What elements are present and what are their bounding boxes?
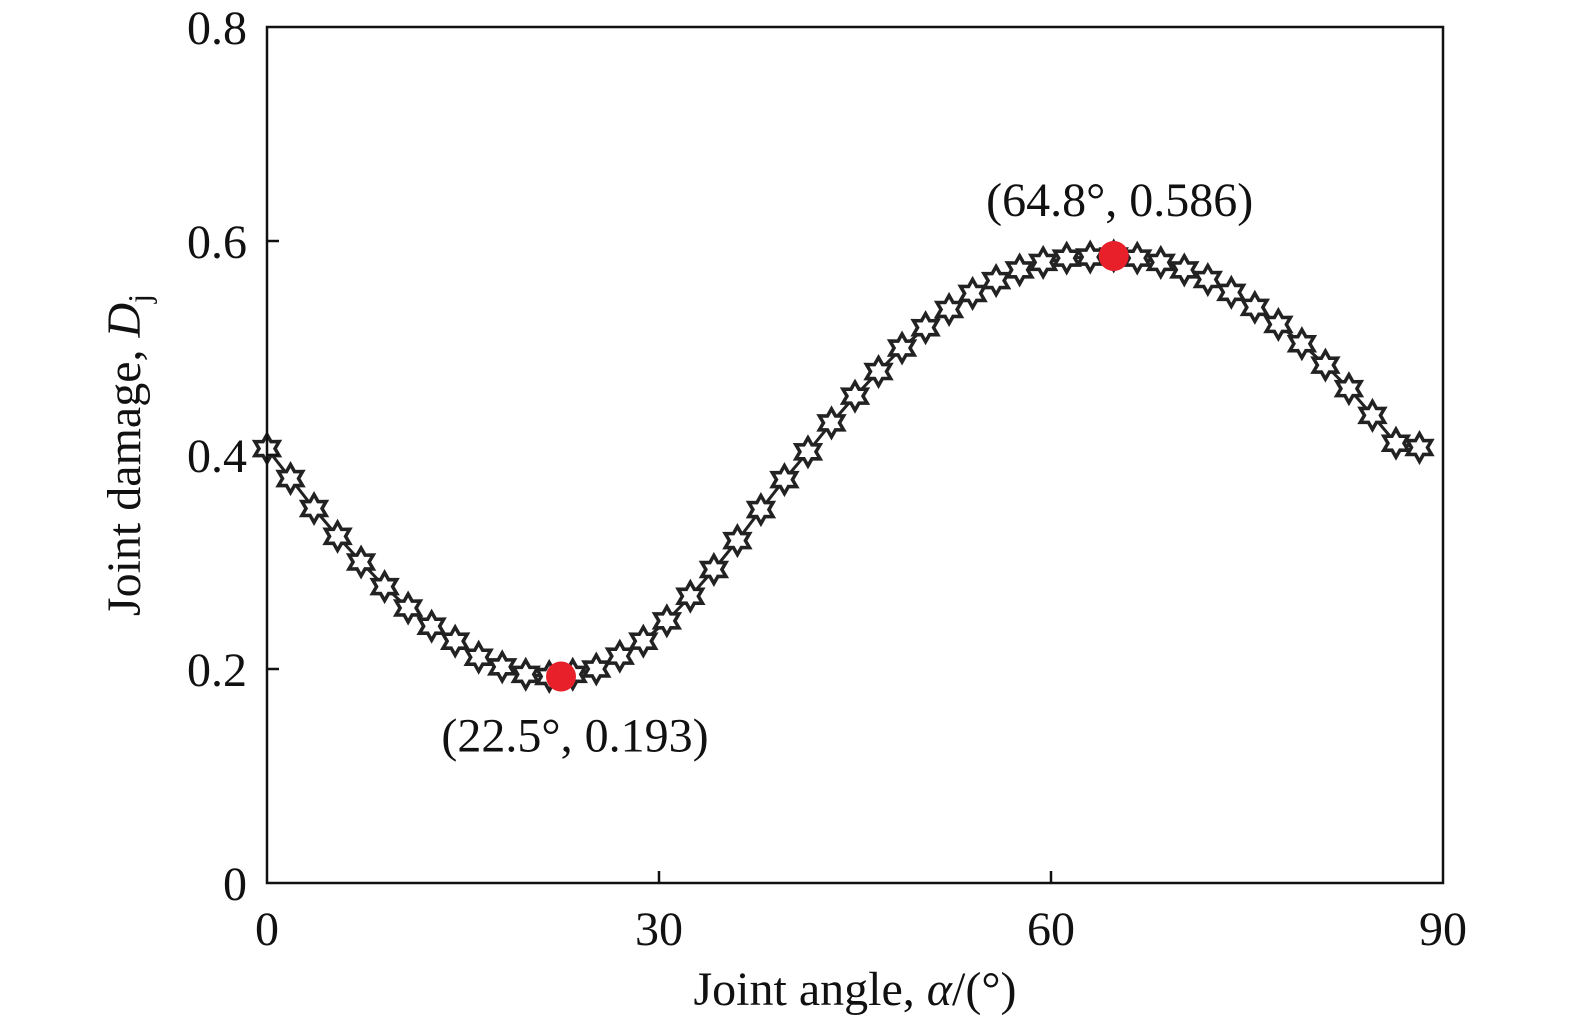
- data-point: [769, 462, 800, 498]
- data-point: [1333, 371, 1365, 407]
- data-point: [1357, 397, 1388, 433]
- highlight-label: (64.8°, 0.586): [986, 174, 1253, 227]
- data-point: [1004, 252, 1035, 288]
- data-point: [345, 544, 377, 580]
- y-axis-title-text: Joint damage,: [98, 337, 151, 616]
- x-tick-label: 60: [1027, 903, 1075, 956]
- data-point: [816, 405, 847, 441]
- highlight-layer: (22.5°, 0.193) (64.8°, 0.586): [441, 174, 1253, 763]
- data-point: [487, 649, 518, 685]
- data-point: [957, 275, 988, 311]
- data-point: [651, 603, 683, 639]
- data-point: [1122, 240, 1153, 276]
- x-axis-title-text: Joint angle,: [694, 963, 927, 1016]
- data-point: [910, 310, 941, 346]
- data-point: [1310, 347, 1341, 383]
- data-point: [1216, 274, 1247, 310]
- data-point: [886, 330, 918, 366]
- data-point: [1027, 244, 1059, 280]
- y-tick-label: 0.2: [187, 644, 247, 697]
- y-tick-label: 0.4: [187, 430, 247, 483]
- data-point: [1380, 425, 1412, 461]
- y-axis-title-symbol: D: [98, 303, 151, 339]
- highlight-point: [546, 661, 576, 692]
- data-point: [298, 490, 330, 527]
- data-point: [1286, 326, 1318, 362]
- data-point: [1145, 244, 1176, 280]
- ticks-layer: 0 30 60 90 0 0.2 0.4 0.6 0.8: [187, 2, 1467, 956]
- series-layer: [251, 238, 1435, 695]
- x-axis-title-symbol: α: [927, 963, 953, 1016]
- data-point: [628, 623, 659, 659]
- y-tick-label: 0: [223, 858, 247, 911]
- data-point: [745, 492, 777, 528]
- data-point: [581, 651, 612, 687]
- x-axis-title: Joint angle, α/(°): [694, 963, 1017, 1016]
- highlight-point: [1098, 240, 1129, 271]
- data-point: [1192, 261, 1223, 298]
- data-point: [369, 569, 400, 605]
- data-point: [322, 518, 353, 554]
- data-point: [439, 623, 471, 659]
- y-tick-label: 0.8: [187, 2, 247, 55]
- data-point: [1404, 429, 1435, 466]
- data-point: [980, 263, 1012, 299]
- data-point: [863, 353, 894, 390]
- y-axis-title: Joint damage, Dj: [98, 294, 157, 616]
- data-point: [722, 523, 753, 559]
- highlight-label: (22.5°, 0.193): [441, 709, 708, 762]
- data-point: [698, 551, 730, 588]
- data-point: [1263, 306, 1294, 343]
- x-tick-label: 90: [1419, 903, 1467, 956]
- data-point: [792, 434, 824, 470]
- data-point: [675, 578, 706, 614]
- data-point: [275, 460, 306, 497]
- x-axis-title-unit: /(°): [952, 963, 1017, 1016]
- data-point: [392, 590, 424, 626]
- data-point: [416, 608, 447, 644]
- data-point: [510, 656, 541, 692]
- data-point: [1169, 252, 1200, 288]
- x-tick-label: 0: [255, 903, 279, 956]
- y-tick-label: 0.6: [187, 216, 247, 269]
- x-tick-label: 30: [635, 903, 683, 956]
- data-point: [1239, 289, 1271, 325]
- data-point: [839, 378, 871, 414]
- data-point: [463, 639, 494, 675]
- series-line: [265, 254, 1420, 678]
- data-point: [933, 291, 965, 328]
- y-axis-title-subscript: j: [121, 294, 157, 304]
- data-point: [604, 638, 635, 674]
